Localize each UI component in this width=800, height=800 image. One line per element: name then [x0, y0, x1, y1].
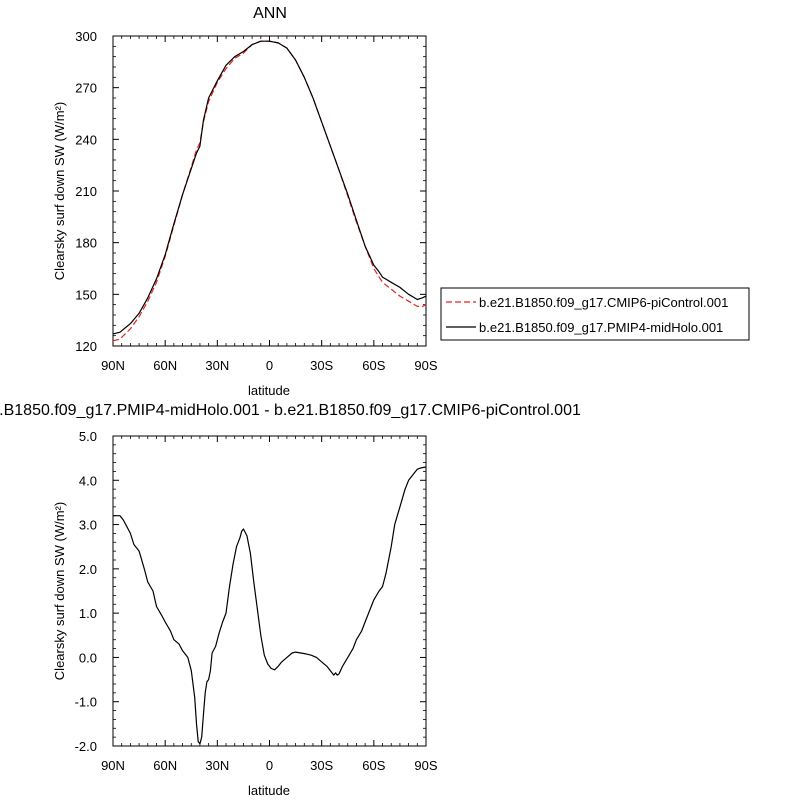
panel-bottom-ticks [112, 435, 427, 747]
panel-top-y-tick-labels: 120 150 180 210 240 270 300 [75, 29, 97, 354]
panel-bottom-y-tick-label: -2.0 [75, 739, 97, 754]
panel-bottom-x-tick-label: 30N [205, 758, 229, 773]
panel-top-x-tick-label: 60S [362, 358, 385, 373]
panel-top-xlabel: latitude [248, 383, 290, 398]
panel-bottom-x-tick-labels: 90N 60N 30N 0 30S 60S 90S [101, 758, 438, 773]
panel-bottom: b.e21.B1850.f09_g17.PMIP4-midHolo.001 - … [0, 402, 581, 798]
panel-bottom-xlabel: latitude [248, 783, 290, 798]
panel-bottom-series [113, 466, 427, 745]
panel-top-x-tick-label: 30N [205, 358, 229, 373]
panel-bottom-y-tick-label: 4.0 [79, 473, 97, 488]
panel-bottom-y-tick-label: -1.0 [75, 695, 97, 710]
panel-top-x-tick-label: 30S [310, 358, 333, 373]
panel-bottom-x-tick-label: 30S [310, 758, 333, 773]
panel-top-ylabel: Clearsky surf down SW (W/m²) [52, 102, 67, 280]
legend: b.e21.B1850.f09_g17.CMIP6-piControl.001 … [440, 287, 750, 341]
panel-bottom-y-tick-label: 1.0 [79, 606, 97, 621]
panel-bottom-y-tick-label: 2.0 [79, 562, 97, 577]
panel-bottom-y-tick-label: 5.0 [79, 429, 97, 444]
panel-top-y-tick-label: 210 [75, 184, 97, 199]
panel-bottom-series-line-0 [113, 466, 427, 745]
panel-top-y-tick-label: 240 [75, 132, 97, 147]
panel-top-y-tick-label: 120 [75, 339, 97, 354]
panel-top-x-tick-label: 60N [153, 358, 177, 373]
panel-bottom-y-tick-label: 0.0 [79, 650, 97, 665]
panel-bottom-y-tick-labels: -2.0 -1.0 0.0 1.0 2.0 3.0 4.0 5.0 [75, 429, 97, 754]
panel-bottom-x-tick-label: 60S [362, 758, 385, 773]
panel-top-series-line-0 [112, 40, 427, 342]
legend-label-0: b.e21.B1850.f09_g17.CMIP6-piControl.001 [479, 295, 728, 310]
panel-top-series [112, 40, 427, 342]
panel-top-ticks [112, 35, 427, 347]
panel-bottom-title: b.e21.B1850.f09_g17.PMIP4-midHolo.001 - … [0, 402, 581, 419]
panel-top-y-tick-label: 270 [75, 81, 97, 96]
panel-top-x-tick-label: 90S [414, 358, 437, 373]
panel-bottom-ylabel: Clearsky surf down SW (W/m²) [52, 502, 67, 680]
panel-top-y-tick-label: 300 [75, 29, 97, 44]
panel-bottom-x-tick-label: 60N [153, 758, 177, 773]
panel-bottom-y-tick-label: 3.0 [79, 518, 97, 533]
panel-top-title: ANN [253, 5, 287, 22]
panel-top-y-tick-label: 150 [75, 287, 97, 302]
panel-top-x-tick-label: 0 [266, 358, 273, 373]
panel-top-x-tick-label: 90N [101, 358, 125, 373]
panel-top: ANN 90N 60N 30N 0 30S 60S 90S 120 150 180 210 240 2… [52, 5, 438, 398]
panel-top-frame [112, 35, 427, 347]
panel-top-x-tick-labels: 90N 60N 30N 0 30S 60S 90S [101, 358, 438, 373]
legend-box [440, 287, 750, 341]
panel-top-series-line-1 [112, 40, 427, 335]
legend-label-1: b.e21.B1850.f09_g17.PMIP4-midHolo.001 [479, 320, 723, 335]
panel-bottom-x-tick-label: 0 [266, 758, 273, 773]
panel-bottom-x-tick-label: 90N [101, 758, 125, 773]
panel-top-y-tick-label: 180 [75, 236, 97, 251]
panel-bottom-x-tick-label: 90S [414, 758, 437, 773]
